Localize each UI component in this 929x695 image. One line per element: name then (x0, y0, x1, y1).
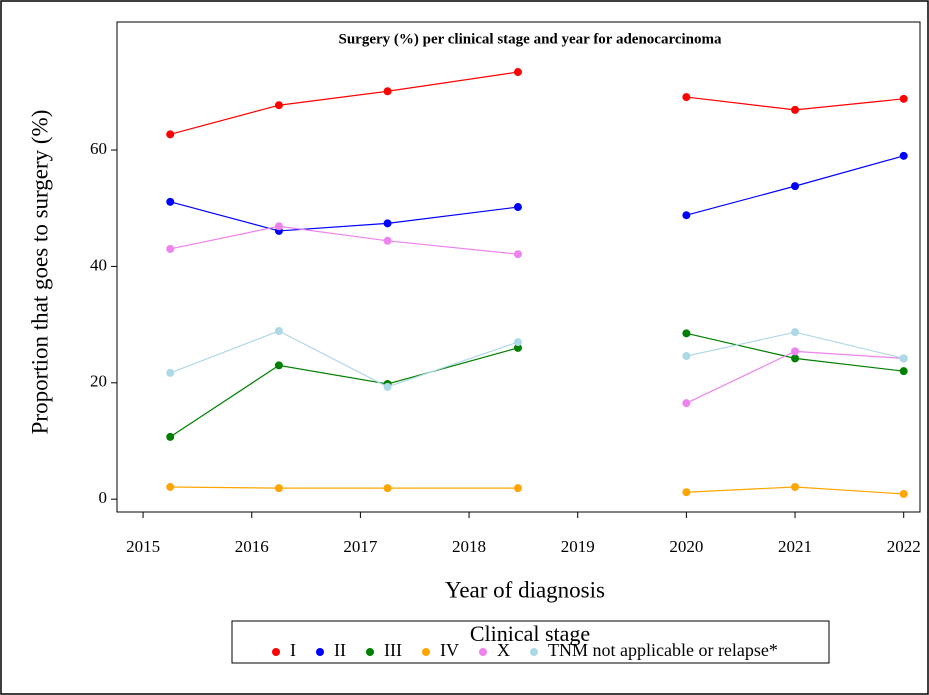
legend-marker (272, 648, 280, 656)
data-point (274, 222, 283, 231)
y-tick-label: 0 (99, 488, 108, 507)
data-point (682, 488, 691, 497)
series-line (170, 71, 519, 135)
x-tick-label: 2017 (343, 537, 378, 556)
data-point (274, 484, 283, 493)
y-tick-label: 20 (90, 372, 107, 391)
legend-label: IV (440, 640, 459, 660)
series-line (170, 201, 519, 232)
data-point (166, 368, 175, 377)
legend-label: I (290, 640, 296, 660)
data-point (383, 484, 392, 493)
x-axis-label: Year of diagnosis (445, 577, 605, 602)
data-point (899, 94, 908, 103)
data-point (513, 343, 522, 352)
data-point (166, 197, 175, 206)
data-point (166, 482, 175, 491)
x-tick-label: 2016 (235, 537, 269, 556)
data-point (791, 482, 800, 491)
data-point (513, 484, 522, 493)
data-point (899, 367, 908, 376)
x-tick-label: 2019 (561, 537, 595, 556)
data-point (791, 328, 800, 337)
plot-frame (116, 21, 921, 513)
legend-marker (529, 648, 538, 656)
legend-box (231, 620, 830, 664)
series-line (169, 347, 519, 438)
data-point (682, 211, 691, 220)
data-point (513, 203, 522, 212)
data-point (682, 352, 691, 361)
series-line (170, 225, 519, 255)
x-tick-label: 2022 (887, 537, 921, 556)
data-point (383, 219, 392, 228)
data-point (274, 361, 283, 370)
data-point (383, 382, 392, 391)
data-point (513, 338, 522, 347)
legend-title: Clinical stage (470, 621, 590, 646)
data-point (166, 432, 175, 441)
data-point (383, 236, 392, 245)
data-point (513, 250, 522, 259)
data-point (513, 68, 522, 77)
series-line (170, 330, 519, 388)
y-tick-label: 60 (90, 139, 107, 158)
data-point (682, 399, 691, 408)
data-point (274, 101, 283, 110)
x-tick-label: 2020 (669, 537, 703, 556)
data-point (791, 105, 800, 114)
data-point (383, 87, 392, 96)
legend-label: II (334, 640, 346, 660)
legend-marker (316, 648, 324, 656)
legend-label: X (497, 640, 510, 660)
legend-label: TNM not applicable or relapse* (548, 640, 778, 660)
legend-label: III (384, 640, 402, 660)
legend-marker (478, 648, 487, 656)
x-tick-label: 2015 (126, 537, 160, 556)
y-axis-label: Proportion that goes to surgery (%) (27, 110, 52, 435)
data-point (682, 93, 691, 102)
legend-marker (366, 648, 374, 656)
data-point (166, 244, 175, 253)
data-point (791, 347, 800, 356)
data-point (274, 327, 283, 336)
legend-marker (421, 648, 430, 656)
data-point (899, 354, 908, 363)
series-line (170, 486, 518, 489)
x-tick-label: 2021 (778, 537, 812, 556)
data-point (166, 130, 175, 139)
chart-title: Surgery (%) per clinical stage and year … (338, 31, 722, 47)
data-point (791, 354, 800, 363)
y-tick-label: 40 (90, 255, 107, 274)
data-point (899, 489, 908, 498)
data-point (791, 182, 800, 191)
data-point (899, 151, 908, 160)
x-tick-label: 2018 (452, 537, 486, 556)
data-point (682, 329, 691, 338)
